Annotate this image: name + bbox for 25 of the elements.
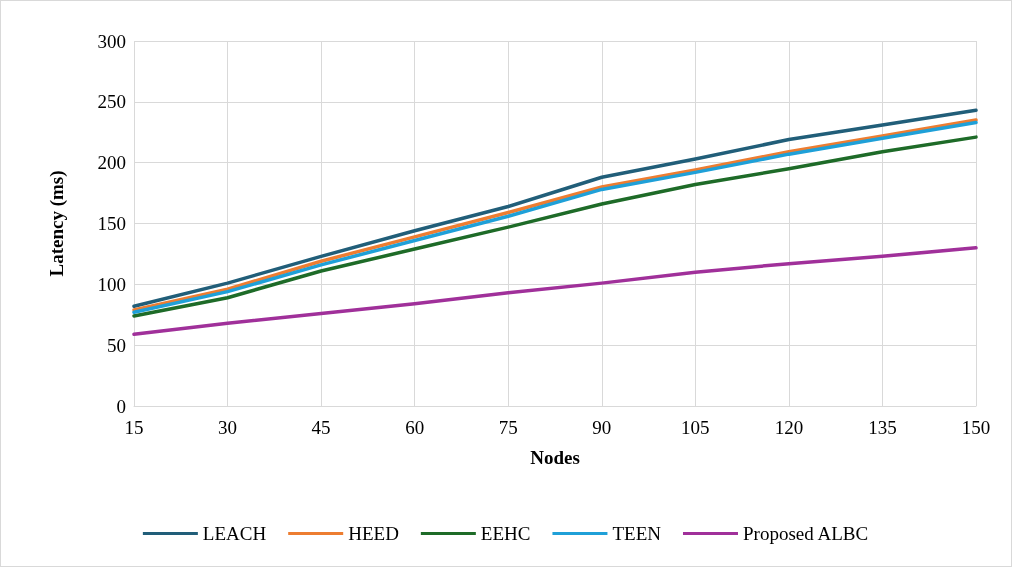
line-series — [132, 246, 978, 336]
x-tick-label: 15 — [124, 417, 144, 438]
x-tick-label: 105 — [681, 417, 710, 438]
y-axis-title: Latency (ms) — [46, 170, 68, 277]
y-tick-label: 200 — [97, 152, 126, 174]
legend-label: EEHC — [480, 523, 531, 544]
y-tick-label: 150 — [97, 213, 126, 234]
x-tick-label: 75 — [498, 417, 518, 438]
x-tick-label: 60 — [405, 417, 425, 438]
legend-label: Proposed ALBC — [742, 523, 869, 544]
legend-label: HEED — [348, 523, 399, 544]
x-tick-label: 45 — [311, 417, 331, 438]
x-tick-label: 120 — [774, 417, 804, 438]
legend-label: TEEN — [612, 523, 662, 544]
legend-label: LEACH — [202, 523, 267, 544]
y-tick-label: 100 — [97, 273, 126, 295]
y-tick-label: 250 — [97, 91, 126, 113]
y-tick-label: 50 — [107, 334, 126, 356]
x-tick-label: 135 — [868, 417, 897, 438]
x-axis-title: Nodes — [530, 447, 580, 468]
x-tick-label: 90 — [592, 417, 612, 438]
x-tick-label: 150 — [961, 417, 991, 438]
y-tick-label: 0 — [116, 395, 126, 417]
y-tick-label: 300 — [97, 30, 126, 52]
x-tick-label: 30 — [218, 417, 238, 438]
